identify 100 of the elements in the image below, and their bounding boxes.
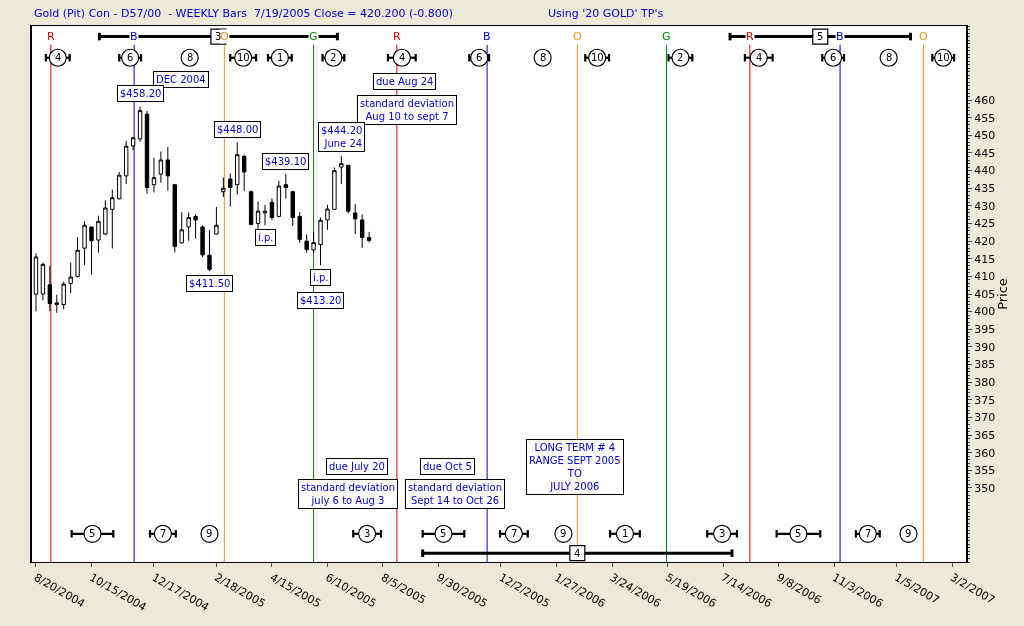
annotation: 10 [237, 52, 250, 63]
y-tick-label: 415 [974, 252, 996, 266]
y-tick-label: 455 [974, 111, 996, 125]
candlestick [262, 204, 268, 226]
y-tick-label: 375 [974, 393, 996, 407]
candlestick [241, 154, 247, 192]
annotation: 4 [574, 548, 581, 559]
candlestick [248, 189, 254, 226]
candlestick [158, 151, 164, 184]
candlestick [359, 213, 365, 249]
candlestick [325, 204, 330, 231]
candlestick [283, 173, 289, 199]
annotation: 2 [330, 52, 337, 63]
annotation: 3 [215, 31, 222, 42]
annotation: 8 [187, 52, 194, 63]
ref-line-label: O [220, 30, 229, 43]
candlestick [89, 226, 94, 276]
y-tick-label: 360 [974, 446, 996, 460]
y-tick-label: 445 [974, 146, 996, 160]
candlestick [172, 184, 177, 253]
candlestick [235, 141, 240, 196]
annotation: 9 [905, 528, 912, 539]
y-tick-label: 355 [974, 464, 996, 478]
candlestick [40, 262, 46, 301]
annotation: 2 [677, 52, 684, 63]
candlestick [179, 211, 184, 244]
annotation: 6 [476, 52, 483, 63]
candlestick [207, 229, 212, 272]
ref-line-label: G [309, 30, 318, 43]
candlestick [82, 220, 87, 266]
annotation: $448.00 [217, 124, 259, 135]
annotation: 3 [364, 528, 371, 539]
candlestick [353, 203, 358, 235]
annotation: 9 [206, 528, 213, 539]
chart-title: Gold (Pit) Con - D57/00 - WEEKLY Bars 7/19/2005 Close = 420.200 (-0.800) [34, 7, 454, 20]
annotation: standard deviation july 6 to Aug 3 [301, 482, 396, 506]
ref-line-label: R [393, 30, 401, 43]
candlestick [318, 216, 323, 266]
candlestick [186, 212, 191, 242]
candlestick [75, 236, 80, 279]
annotation: $413.20 [300, 295, 342, 306]
candlestick [123, 140, 129, 185]
annotation: 8 [540, 52, 547, 63]
annotation: 1 [622, 528, 629, 539]
y-tick-label: 380 [974, 376, 996, 390]
candlestick [47, 265, 53, 312]
ref-line-label: G [662, 30, 671, 43]
annotation: due Aug 24 [376, 76, 434, 87]
annotation: $411.50 [189, 278, 231, 289]
annotation: i.p. [258, 232, 274, 243]
chart-subtitle: Using '20 GOLD' TP's [548, 7, 664, 20]
candlestick [68, 262, 73, 294]
y-tick-label: 395 [974, 323, 996, 337]
candlestick [165, 146, 171, 192]
y-tick-label: 370 [974, 411, 996, 425]
annotation: 8 [886, 52, 893, 63]
candlestick [297, 211, 302, 244]
y-tick-label: 460 [974, 93, 996, 107]
candlestick [276, 180, 282, 218]
candlestick [221, 177, 226, 198]
candlestick [228, 172, 233, 208]
candlestick [193, 213, 198, 240]
annotation: 6 [830, 52, 837, 63]
annotation: standard deviation Aug 10 to sept 7 [360, 98, 455, 122]
y-tick-label: 350 [974, 481, 996, 495]
y-tick-label: 440 [974, 164, 996, 178]
annotation: LONG TERM # 4 RANGE SEPT 2005 TO JULY 2006 [529, 442, 621, 492]
candlestick [110, 189, 115, 250]
ref-line-label: O [919, 30, 928, 43]
candlestick [200, 224, 205, 258]
annotation: 7 [865, 528, 872, 539]
candlestick [332, 166, 337, 211]
ref-line-label: R [746, 30, 754, 43]
candlestick [214, 206, 219, 235]
annotation: 10 [937, 52, 950, 63]
ref-line-label: B [836, 30, 844, 43]
y-tick-label: 435 [974, 182, 996, 196]
annotation: 10 [591, 52, 604, 63]
candlestick [130, 136, 136, 151]
candlestick [137, 105, 143, 143]
y-axis-title: Price [995, 278, 1011, 310]
annotation: $458.20 [120, 88, 162, 99]
annotation: 7 [511, 528, 518, 539]
annotation: 4 [399, 52, 406, 63]
candlestick [61, 281, 66, 310]
ref-line-label: B [483, 30, 491, 43]
ref-line-label: O [573, 30, 582, 43]
annotation: 5 [440, 528, 447, 539]
y-tick-label: 390 [974, 340, 996, 354]
y-tick-label: 400 [974, 305, 996, 319]
annotation: 5 [817, 31, 824, 42]
annotation: 5 [795, 528, 802, 539]
candlestick [346, 164, 351, 214]
annotation: i.p. [313, 272, 329, 283]
y-tick-label: 430 [974, 199, 996, 213]
ref-line-label: B [130, 30, 138, 43]
candlestick [117, 171, 122, 200]
candlestick [339, 155, 344, 185]
annotation: 9 [560, 528, 567, 539]
y-tick-label: 450 [974, 129, 996, 143]
